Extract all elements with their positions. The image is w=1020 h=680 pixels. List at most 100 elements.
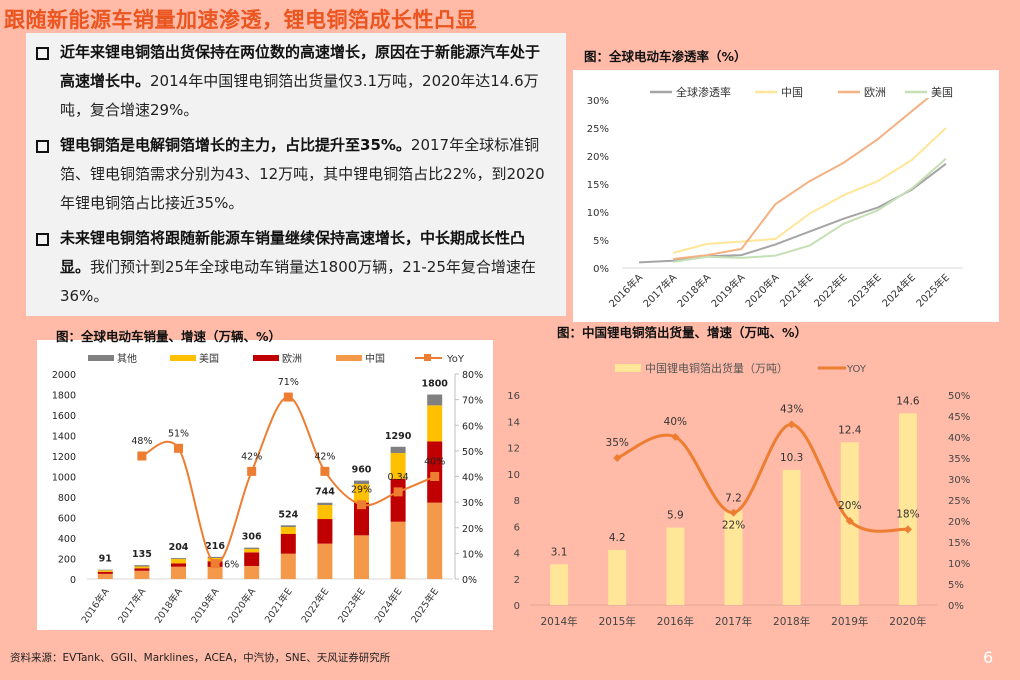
bar-segment-中国: [280, 553, 296, 579]
y-tick-label: 2000: [52, 370, 76, 381]
y-tick-label: 200: [58, 555, 76, 566]
ev-sales-chart-title: 图：全球电动车销量、增速（万辆、%）: [56, 329, 282, 344]
y2-tick-label: 0%: [462, 575, 477, 586]
bar-segment-其他: [97, 569, 113, 571]
bar-value-label: 3.1: [551, 546, 568, 558]
bar-segment-欧洲: [97, 571, 113, 574]
y-tick-label: 1600: [52, 411, 76, 422]
y-tick-label: 12: [507, 444, 520, 455]
yoy-marker: [137, 451, 147, 461]
y2-tick-label: 10%: [462, 549, 483, 560]
bar: [898, 413, 917, 605]
y2-tick-label: 35%: [948, 454, 970, 465]
bar-segment-美国: [427, 405, 443, 442]
y-tick-label: 10%: [587, 208, 609, 219]
legend-swatch: [170, 355, 196, 361]
y2-tick-label: 10%: [948, 559, 970, 570]
bar-segment-其他: [171, 558, 186, 560]
yoy-label: 71%: [278, 377, 299, 388]
square-bullet-icon: [36, 233, 49, 246]
y2-tick-label: 40%: [948, 433, 970, 444]
bar: [724, 510, 743, 605]
yoy-marker: [357, 500, 366, 510]
bar-segment-其他: [390, 446, 406, 454]
y2-tick-label: 50%: [948, 391, 970, 402]
bar-value-label: 14.6: [896, 395, 920, 407]
x-tick-label: 2015年: [599, 615, 636, 628]
x-tick-label: 2014年: [540, 615, 577, 628]
legend-label: 中国锂电铜箔出货量（万吨）: [645, 361, 788, 375]
copper-foil-chart-title: 图：中国锂电铜箔出货量、增速（万吨、%）: [557, 325, 808, 340]
total-label: 960: [352, 465, 372, 476]
y2-tick-label: 70%: [462, 396, 483, 407]
bar-segment-中国: [171, 566, 186, 579]
yoy-label: 6%: [224, 560, 239, 571]
bar-segment-美国: [354, 483, 369, 503]
yoy-marker: [283, 392, 293, 402]
total-label: 216: [205, 541, 225, 552]
total-label: 1800: [421, 379, 448, 390]
bar-segment-欧洲: [427, 441, 443, 503]
total-label: 1290: [385, 431, 412, 442]
bullet-item: 近年来锂电铜箔出货保持在两位数的高速增长，原因在于新能源汽车处于高速增长中。20…: [36, 38, 546, 125]
bullet-item: 锂电铜箔是电解铜箔增长的主力，占比提升至35%。2017年全球标准铜箔、锂电铜箔…: [36, 131, 546, 218]
yoy-marker: [320, 466, 330, 476]
y-tick-label: 10: [507, 470, 520, 481]
bar-segment-中国: [207, 566, 223, 579]
bar-segment-其他: [244, 547, 260, 549]
yoy-marker: [174, 443, 183, 453]
yoy-line: [616, 422, 909, 533]
bullet-bold-text: 近年来锂电铜箔出货保持在两位数的高速增长，原因在于新能源汽车处于高速增长中。: [60, 43, 541, 90]
yoy-label: 0.34: [388, 472, 409, 483]
legend-label: 美国: [199, 352, 219, 365]
yoy-marker: [671, 433, 680, 441]
bar-segment-其他: [280, 525, 296, 528]
y2-tick-label: 40%: [462, 473, 483, 484]
source-note: 资料来源：EVTank、GGII、Marklines，ACEA，中汽协，SNE、…: [10, 652, 391, 664]
y2-tick-label: 15%: [948, 538, 970, 549]
bullet-bold-text: 锂电铜箔是电解铜箔增长的主力，占比提升至35%。: [60, 136, 411, 154]
legend-label: 中国: [781, 86, 803, 99]
total-label: 524: [278, 509, 298, 520]
y-tick-label: 0%: [593, 264, 609, 275]
legend-label: 美国: [931, 86, 953, 99]
total-label: 306: [242, 532, 262, 543]
y2-tick-label: 80%: [462, 370, 483, 381]
legend-swatch: [336, 355, 362, 361]
square-bullet-icon: [36, 47, 49, 60]
x-tick-label: 2020年: [889, 615, 926, 628]
total-label: 135: [132, 549, 152, 560]
y2-tick-label: 20%: [462, 524, 483, 535]
y-tick-label: 16: [507, 391, 520, 402]
bar-segment-欧洲: [244, 552, 260, 566]
y-tick-label: 20%: [587, 152, 609, 163]
y-tick-label: 2: [514, 575, 520, 586]
y2-tick-label: 30%: [462, 498, 483, 509]
yoy-line: [141, 396, 436, 565]
bar-segment-其他: [317, 502, 333, 505]
bar-segment-中国: [317, 543, 333, 579]
bar-value-label: 12.4: [838, 424, 862, 436]
legend-label: 全球渗透率: [676, 85, 731, 99]
bar-segment-美国: [171, 559, 186, 564]
y2-tick-label: 5%: [948, 580, 964, 591]
y-tick-label: 1200: [52, 452, 76, 463]
y-tick-label: 8: [514, 496, 520, 507]
x-tick-label: 2017年: [715, 615, 752, 628]
series-line-2: [673, 98, 930, 261]
bullet-text: 我们预计到25年全球电动车销量达1800万辆，21-25年复合增速在36%。: [60, 258, 536, 305]
bar-segment-中国: [390, 521, 406, 579]
y-tick-label: 1400: [52, 432, 76, 443]
series-line-3: [673, 158, 947, 263]
yoy-label: 48%: [131, 436, 152, 447]
yoy-label: 40%: [424, 457, 445, 468]
bar-segment-美国: [97, 570, 113, 572]
y2-tick-label: 30%: [948, 475, 970, 486]
bullet-text: 2017年全球标准铜箔、锂电铜箔需求分别为43、12万吨，其中锂电铜箔占比22%…: [60, 136, 545, 212]
y-tick-label: 15%: [587, 180, 609, 191]
yoy-label: 29%: [351, 485, 372, 496]
bullet-item: 未来锂电铜箔将跟随新能源车销量继续保持高速增长，中长期成长性凸显。我们预计到25…: [36, 224, 546, 311]
yoy-marker: [430, 472, 440, 481]
